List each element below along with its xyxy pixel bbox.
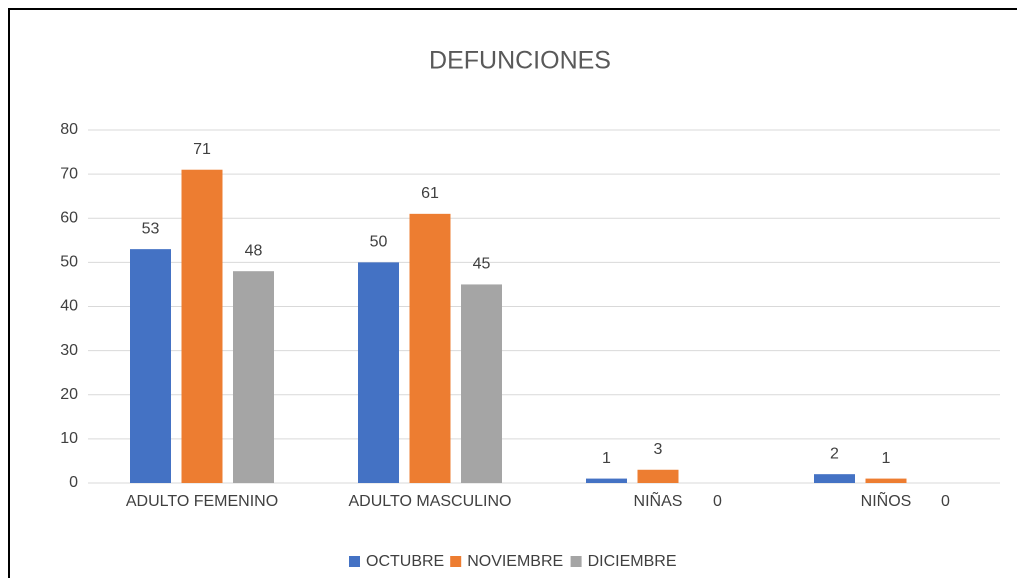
bar [637, 469, 679, 483]
data-label: 0 [713, 493, 722, 510]
chart-title: DEFUNCIONES [429, 47, 611, 75]
y-tick-label: 70 [60, 165, 78, 182]
data-label: 53 [142, 220, 160, 237]
bar [358, 262, 399, 483]
data-label: 61 [421, 185, 439, 202]
bar [181, 169, 223, 483]
legend-label: DICIEMBRE [588, 553, 677, 570]
y-tick-label: 20 [60, 386, 78, 403]
data-label: 0 [941, 493, 950, 510]
bar [461, 284, 502, 483]
data-label: 1 [882, 450, 891, 467]
data-label: 3 [654, 441, 663, 458]
legend-swatch [570, 556, 582, 567]
x-tick-label: NIÑAS [634, 490, 683, 510]
data-label: 1 [602, 450, 611, 467]
bar [130, 249, 171, 483]
y-tick-label: 0 [69, 474, 78, 491]
data-label: 45 [473, 256, 491, 273]
y-tick-label: 10 [60, 430, 78, 447]
bar [814, 474, 855, 483]
x-tick-label: NIÑOS [861, 490, 912, 510]
y-tick-label: 30 [60, 342, 78, 359]
legend-label: NOVIEMBRE [467, 553, 563, 570]
y-tick-label: 50 [60, 254, 78, 271]
bar [233, 271, 274, 483]
data-label: 71 [193, 141, 211, 158]
y-tick-label: 60 [60, 209, 78, 226]
data-label: 48 [245, 242, 263, 259]
legend-swatch [450, 556, 462, 567]
bar [409, 213, 451, 483]
legend-swatch [349, 556, 360, 567]
x-tick-label: ADULTO MASCULINO [349, 493, 512, 510]
data-label: 2 [830, 445, 839, 462]
x-tick-label: ADULTO FEMENINO [126, 493, 278, 510]
y-tick-label: 40 [60, 298, 78, 315]
y-tick-label: 80 [60, 121, 78, 138]
bar [586, 478, 627, 483]
bar [865, 478, 907, 483]
data-label: 50 [370, 234, 388, 251]
legend-label: OCTUBRE [366, 553, 444, 570]
